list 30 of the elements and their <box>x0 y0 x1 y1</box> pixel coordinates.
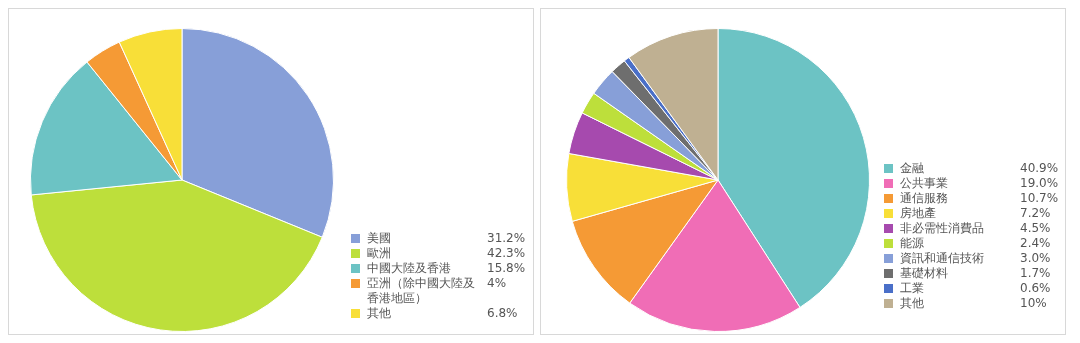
data-label: 6.8% <box>487 306 518 321</box>
data-label: 4% <box>487 276 507 291</box>
legend-label: 通信服務 <box>900 191 949 206</box>
data-label: 1.7% <box>1020 266 1051 281</box>
data-label: 2.4% <box>1020 236 1051 251</box>
legend-label: 非必需性消費品 <box>900 221 985 236</box>
data-label: 10% <box>1020 296 1047 311</box>
legend-label: 能源 <box>900 236 925 251</box>
data-label: 19.0% <box>1020 176 1059 191</box>
data-label: 42.3% <box>487 246 526 261</box>
legend-label: 公共事業 <box>900 176 949 191</box>
legend-label: 房地產 <box>900 206 937 221</box>
legend-label: 歐洲 <box>367 246 392 261</box>
legend-label: 其他 <box>367 306 392 321</box>
data-label: 40.9% <box>1020 161 1059 176</box>
legend-label: 中國大陸及香港 <box>367 261 452 276</box>
data-label: 10.7% <box>1020 191 1059 206</box>
data-label: 4.5% <box>1020 221 1051 236</box>
legend-label: 其他 <box>900 296 925 311</box>
legend-label: 資訊和通信技術 <box>900 251 985 266</box>
data-label: 15.8% <box>487 261 526 276</box>
data-label: 7.2% <box>1020 206 1051 221</box>
data-label: 31.2% <box>487 231 526 246</box>
legend-label: 亞洲（除中國大陸及香港地區） <box>367 276 476 306</box>
data-label: 0.6% <box>1020 281 1051 296</box>
data-label: 3.0% <box>1020 251 1051 266</box>
legend-label: 金融 <box>900 161 925 176</box>
legend-label: 基礎材料 <box>900 266 949 281</box>
legend-label: 美國 <box>367 231 392 246</box>
legend-label: 工業 <box>900 281 925 296</box>
